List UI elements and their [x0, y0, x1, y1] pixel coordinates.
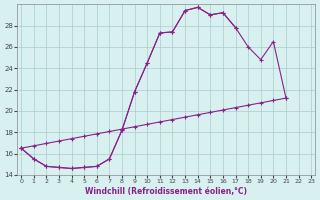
X-axis label: Windchill (Refroidissement éolien,°C): Windchill (Refroidissement éolien,°C) [85, 187, 247, 196]
